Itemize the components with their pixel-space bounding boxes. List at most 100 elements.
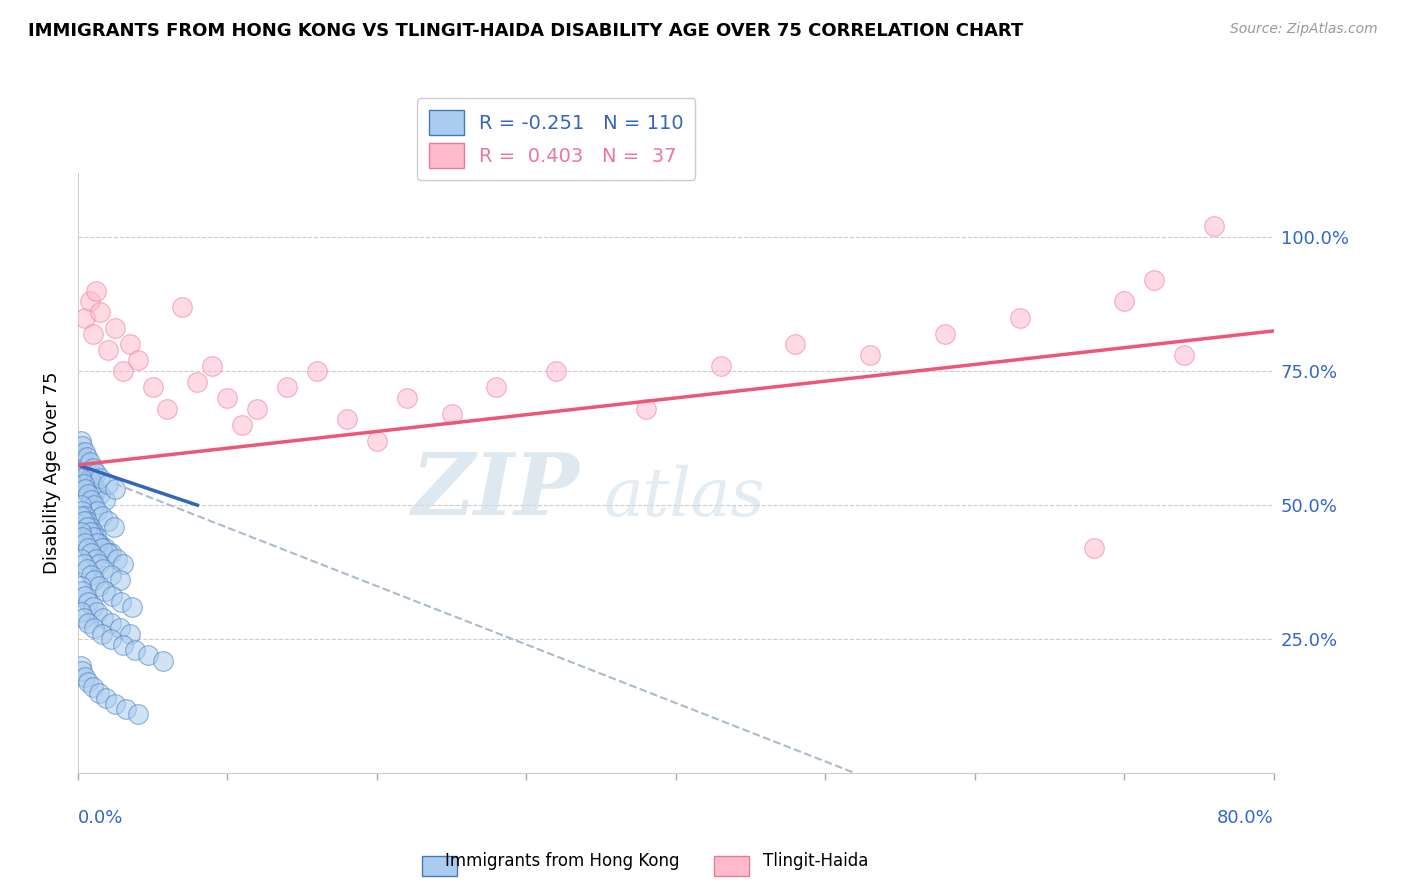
- Point: [69, 508, 91, 523]
- Point: [110, 594, 132, 608]
- Point: [86, 606, 108, 620]
- Point: [72, 530, 94, 544]
- Point: [69, 578, 91, 592]
- Point: [76, 562, 98, 576]
- Point: [100, 616, 122, 631]
- Point: [83, 622, 105, 636]
- Point: [97, 343, 120, 357]
- Point: [90, 627, 112, 641]
- Point: [72, 450, 94, 464]
- Point: [75, 310, 97, 325]
- Point: [84, 466, 107, 480]
- Text: Immigrants from Hong Kong: Immigrants from Hong Kong: [446, 852, 679, 870]
- Point: [86, 503, 108, 517]
- Point: [79, 471, 101, 485]
- Point: [336, 412, 359, 426]
- Point: [84, 551, 107, 566]
- Point: [77, 541, 100, 555]
- Point: [90, 508, 112, 523]
- Point: [136, 648, 159, 663]
- Point: [105, 551, 128, 566]
- Point: [246, 401, 269, 416]
- Point: [82, 476, 104, 491]
- Point: [82, 600, 104, 615]
- Point: [73, 514, 96, 528]
- Point: [97, 476, 120, 491]
- Point: [80, 492, 103, 507]
- Point: [93, 492, 115, 507]
- Point: [77, 675, 100, 690]
- Point: [69, 606, 91, 620]
- Point: [89, 487, 111, 501]
- Point: [100, 632, 122, 647]
- Point: [69, 455, 91, 469]
- Text: 0.0%: 0.0%: [77, 809, 124, 827]
- Point: [82, 460, 104, 475]
- Point: [172, 300, 194, 314]
- Point: [395, 391, 418, 405]
- Point: [91, 562, 114, 576]
- Text: Tlingit-Haida: Tlingit-Haida: [763, 852, 868, 870]
- Point: [305, 364, 328, 378]
- Point: [69, 659, 91, 673]
- Point: [82, 530, 104, 544]
- Point: [69, 444, 91, 458]
- Point: [120, 627, 142, 641]
- Point: [485, 380, 508, 394]
- Point: [79, 455, 101, 469]
- Point: [69, 434, 91, 448]
- Point: [73, 476, 96, 491]
- Point: [97, 546, 120, 560]
- Point: [87, 535, 110, 549]
- Point: [77, 616, 100, 631]
- Point: [100, 567, 122, 582]
- Point: [108, 622, 131, 636]
- Point: [73, 466, 96, 480]
- Legend: R = -0.251   N = 110, R =  0.403   N =  37: R = -0.251 N = 110, R = 0.403 N = 37: [418, 98, 696, 179]
- Point: [785, 337, 807, 351]
- Point: [75, 535, 97, 549]
- Point: [104, 697, 127, 711]
- Point: [104, 321, 127, 335]
- Point: [108, 573, 131, 587]
- Point: [120, 337, 142, 351]
- Point: [101, 589, 124, 603]
- Point: [82, 524, 104, 539]
- Point: [82, 482, 104, 496]
- Point: [77, 466, 100, 480]
- Point: [80, 567, 103, 582]
- Point: [276, 380, 298, 394]
- Point: [83, 498, 105, 512]
- Point: [75, 482, 97, 496]
- Point: [111, 557, 134, 571]
- Point: [90, 541, 112, 555]
- Point: [1202, 219, 1225, 234]
- Point: [84, 482, 107, 496]
- Point: [72, 583, 94, 598]
- Point: [87, 557, 110, 571]
- Point: [121, 600, 143, 615]
- Point: [96, 691, 118, 706]
- Point: [75, 508, 97, 523]
- Point: [72, 460, 94, 475]
- Point: [72, 503, 94, 517]
- Point: [366, 434, 388, 448]
- Point: [111, 364, 134, 378]
- Text: atlas: atlas: [605, 465, 766, 530]
- Point: [84, 530, 107, 544]
- Point: [73, 455, 96, 469]
- Point: [89, 471, 111, 485]
- Point: [91, 611, 114, 625]
- Point: [80, 476, 103, 491]
- Point: [114, 702, 136, 716]
- Point: [546, 364, 568, 378]
- Point: [1173, 348, 1195, 362]
- Point: [89, 305, 111, 319]
- Text: Source: ZipAtlas.com: Source: ZipAtlas.com: [1230, 22, 1378, 37]
- Point: [710, 359, 733, 373]
- Point: [79, 471, 101, 485]
- Point: [103, 519, 125, 533]
- Point: [69, 471, 91, 485]
- Point: [69, 551, 91, 566]
- Y-axis label: Disability Age Over 75: Disability Age Over 75: [44, 372, 60, 574]
